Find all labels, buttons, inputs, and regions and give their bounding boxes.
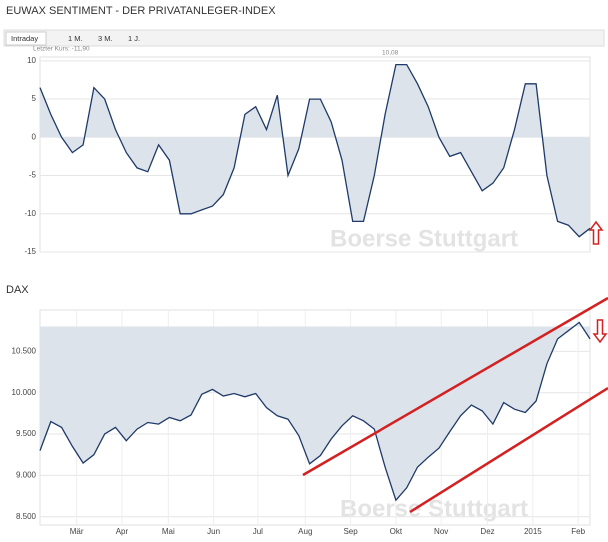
tab-label[interactable]: 1 J.	[128, 34, 140, 43]
trend-line	[409, 386, 608, 514]
y-tick-label: 10.500	[12, 346, 37, 355]
max-label: 10,08	[382, 50, 399, 57]
tab-label[interactable]: Intraday	[11, 34, 38, 43]
tab-box[interactable]	[5, 31, 47, 46]
x-tick-label: Jul	[253, 527, 263, 536]
line	[39, 63, 591, 238]
x-tick-label: Sep	[343, 527, 358, 536]
x-tick-label: Okt	[390, 527, 403, 536]
chart-title: DAX	[6, 284, 29, 296]
y-tick-label: -15	[24, 247, 36, 256]
y-tick-label: 9.500	[16, 429, 37, 438]
x-tick-label: Apr	[116, 527, 129, 536]
x-tick-label: 2015	[524, 527, 542, 536]
y-tick-label: 9.000	[16, 470, 37, 479]
tab[interactable]: 1 J.	[128, 34, 140, 43]
y-tick-label: 0	[32, 132, 37, 141]
y-tick-label: 10	[27, 56, 36, 65]
y-tick-label: -10	[24, 209, 36, 218]
area	[40, 64, 590, 237]
tab[interactable]: Intraday	[5, 31, 47, 46]
line	[39, 321, 591, 502]
watermark: Boerse Stuttgart	[330, 225, 518, 252]
y-tick-label: 10.000	[12, 388, 37, 397]
x-tick-label: Mai	[162, 527, 175, 536]
trend-line	[302, 296, 608, 477]
last-price: Letzter Kurs: -11,90	[33, 46, 90, 53]
tab-label[interactable]: 3 M.	[98, 34, 113, 43]
x-tick-label: Mär	[70, 527, 84, 536]
tab-bar	[3, 29, 605, 47]
plots: 10 5 0 -5 -10 -15 10.500 10.000 9.500 9.000 8.500 M…	[12, 56, 591, 536]
watermark: Boerse Stuttgart	[340, 495, 528, 522]
up-arrow	[588, 220, 604, 245]
x-tick-label: Dez	[480, 527, 494, 536]
x-tick-label: Jun	[207, 527, 220, 536]
x-tick-label: Aug	[298, 527, 312, 536]
y-tick-label: -5	[29, 171, 37, 180]
down-arrow	[592, 319, 608, 344]
tab[interactable]: 1 M.	[68, 34, 83, 43]
tab[interactable]: 3 M.	[98, 34, 113, 43]
chart-title: EUWAX SENTIMENT - DER PRIVATANLEGER-INDE…	[6, 5, 276, 17]
x-tick-label: Nov	[434, 527, 448, 536]
tab-label[interactable]: 1 M.	[68, 34, 83, 43]
y-tick-label: 8.500	[16, 512, 37, 521]
x-tick-label: Feb	[571, 527, 585, 536]
area	[40, 322, 590, 501]
y-tick-label: 5	[32, 94, 37, 103]
